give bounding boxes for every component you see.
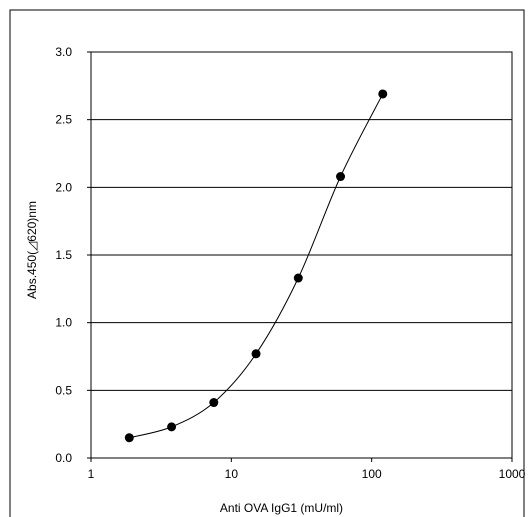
axis-ticks xyxy=(87,51,513,462)
y-tick-label: 2.5 xyxy=(55,113,72,127)
x-tick-label: 1 xyxy=(88,467,95,481)
data-point xyxy=(336,172,346,182)
y-axis-label: Abs.450(◿620)nm xyxy=(25,201,39,299)
data-point xyxy=(378,89,388,99)
y-tick-label: 1.5 xyxy=(55,248,72,262)
y-tick-label: 0.5 xyxy=(55,383,72,397)
y-tick-label: 3.0 xyxy=(55,45,72,59)
gridlines xyxy=(91,119,512,391)
data-point xyxy=(251,349,261,359)
x-axis-tick-labels: 1 10 100 1000 xyxy=(88,467,526,481)
x-axis-label: Anti OVA IgG1 (mU/ml) xyxy=(220,501,343,515)
data-point xyxy=(293,273,303,283)
y-tick-label: 2.0 xyxy=(55,180,72,194)
y-axis-tick-labels: 0.0 0.5 1.0 1.5 2.0 2.5 3.0 xyxy=(55,45,72,465)
x-tick-label: 1000 xyxy=(499,467,526,481)
data-point xyxy=(209,398,219,408)
y-tick-label: 1.0 xyxy=(55,316,72,330)
chart-outer-frame xyxy=(9,9,525,517)
x-tick-label: 10 xyxy=(225,467,239,481)
data-points xyxy=(124,89,388,443)
data-point xyxy=(167,422,177,432)
data-point xyxy=(124,433,134,443)
x-tick-label: 100 xyxy=(362,467,382,481)
y-tick-label: 0.0 xyxy=(55,451,72,465)
